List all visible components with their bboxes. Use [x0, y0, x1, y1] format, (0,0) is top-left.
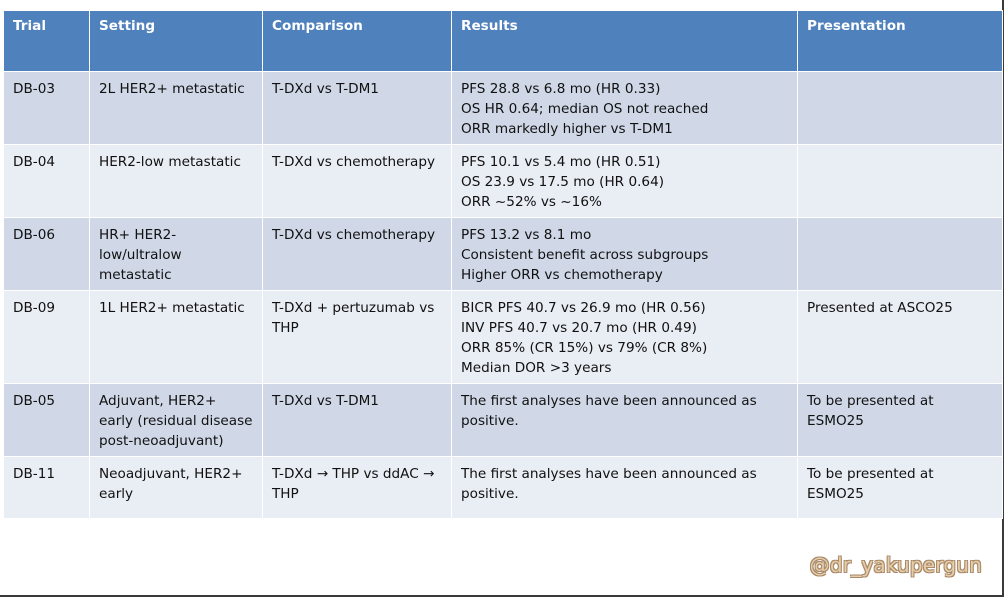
comparison-cell: T-DXd + pertuzumab vs THP — [262, 290, 452, 384]
trial-cell: DB-03 — [3, 71, 90, 145]
results-cell: PFS 28.8 vs 6.8 mo (HR 0.33) OS HR 0.64;… — [451, 71, 798, 145]
setting-cell: 2L HER2+ metastatic — [89, 71, 263, 145]
presentation-cell: To be presented at ESMO25 — [797, 456, 1003, 519]
comparison-cell: T-DXd vs T-DM1 — [262, 383, 452, 457]
header-trial: Trial — [3, 10, 90, 72]
setting-cell: HR+ HER2-low/ultralow metastatic — [89, 217, 263, 291]
comparison-cell: T-DXd vs chemotherapy — [262, 217, 452, 291]
comparison-cell: T-DXd vs T-DM1 — [262, 71, 452, 145]
setting-cell: Neoadjuvant, HER2+ early — [89, 456, 263, 519]
result-line: The first analyses have been announced a… — [461, 466, 757, 502]
presentation-cell: Presented at ASCO25 — [797, 290, 1003, 384]
table-row: DB-04 HER2-low metastatic T-DXd vs chemo… — [3, 144, 1003, 218]
results-cell: PFS 13.2 vs 8.1 mo Consistent benefit ac… — [451, 217, 798, 291]
result-line: OS HR 0.64; median OS not reached — [461, 101, 709, 117]
results-cell: BICR PFS 40.7 vs 26.9 mo (HR 0.56) INV P… — [451, 290, 798, 384]
result-line: PFS 28.8 vs 6.8 mo (HR 0.33) — [461, 81, 661, 97]
results-cell: PFS 10.1 vs 5.4 mo (HR 0.51) OS 23.9 vs … — [451, 144, 798, 218]
result-line: ORR markedly higher vs T-DM1 — [461, 121, 673, 137]
trial-cell: DB-11 — [3, 456, 90, 519]
results-cell: The first analyses have been announced a… — [451, 383, 798, 457]
table-row: DB-09 1L HER2+ metastatic T-DXd + pertuz… — [3, 290, 1003, 384]
trials-table: Trial Setting Comparison Results Present… — [3, 10, 1003, 519]
trial-cell: DB-06 — [3, 217, 90, 291]
result-line: Median DOR >3 years — [461, 360, 612, 376]
result-line: Higher ORR vs chemotherapy — [461, 267, 663, 283]
trial-cell: DB-04 — [3, 144, 90, 218]
result-line: ORR 85% (CR 15%) vs 79% (CR 8%) — [461, 340, 708, 356]
header-row: Trial Setting Comparison Results Present… — [3, 10, 1003, 72]
header-results: Results — [451, 10, 798, 72]
presentation-cell — [797, 71, 1003, 145]
author-watermark: @dr_yakupergun — [809, 553, 982, 577]
setting-cell: HER2-low metastatic — [89, 144, 263, 218]
presentation-cell — [797, 217, 1003, 291]
result-line: INV PFS 40.7 vs 20.7 mo (HR 0.49) — [461, 320, 697, 336]
trial-cell: DB-05 — [3, 383, 90, 457]
table-row: DB-06 HR+ HER2-low/ultralow metastatic T… — [3, 217, 1003, 291]
setting-cell: Adjuvant, HER2+ early (residual disease … — [89, 383, 263, 457]
table-row: DB-11 Neoadjuvant, HER2+ early T-DXd → T… — [3, 456, 1003, 519]
result-line: The first analyses have been announced a… — [461, 393, 757, 429]
header-setting: Setting — [89, 10, 263, 72]
presentation-cell: To be presented at ESMO25 — [797, 383, 1003, 457]
setting-cell: 1L HER2+ metastatic — [89, 290, 263, 384]
results-cell: The first analyses have been announced a… — [451, 456, 798, 519]
header-comparison: Comparison — [262, 10, 452, 72]
presentation-cell — [797, 144, 1003, 218]
table-row: DB-03 2L HER2+ metastatic T-DXd vs T-DM1… — [3, 71, 1003, 145]
result-line: ORR ~52% vs ~16% — [461, 194, 602, 210]
table-row: DB-05 Adjuvant, HER2+ early (residual di… — [3, 383, 1003, 457]
header-presentation: Presentation — [797, 10, 1003, 72]
comparison-cell: T-DXd vs chemotherapy — [262, 144, 452, 218]
result-line: PFS 13.2 vs 8.1 mo — [461, 227, 592, 243]
trial-cell: DB-09 — [3, 290, 90, 384]
result-line: Consistent benefit across subgroups — [461, 247, 709, 263]
result-line: BICR PFS 40.7 vs 26.9 mo (HR 0.56) — [461, 300, 706, 316]
comparison-cell: T-DXd → THP vs ddAC → THP — [262, 456, 452, 519]
result-line: PFS 10.1 vs 5.4 mo (HR 0.51) — [461, 154, 661, 170]
result-line: OS 23.9 vs 17.5 mo (HR 0.64) — [461, 174, 665, 190]
